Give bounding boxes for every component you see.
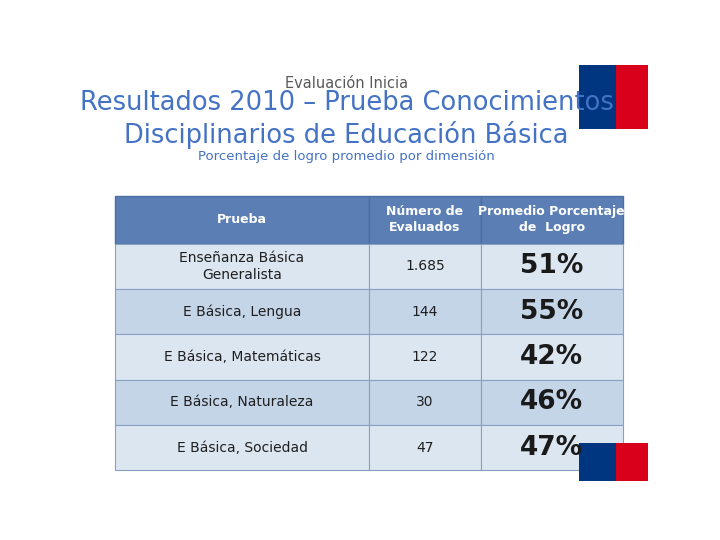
FancyBboxPatch shape — [369, 196, 481, 244]
Text: Evaluación Inicia: Evaluación Inicia — [285, 77, 408, 91]
Text: Resultados 2010 – Prueba Conocimientos
Disciplinarios de Educación Básica: Resultados 2010 – Prueba Conocimientos D… — [80, 90, 613, 149]
Text: 1.685: 1.685 — [405, 259, 445, 273]
Text: E Básica, Sociedad: E Básica, Sociedad — [176, 441, 307, 455]
FancyBboxPatch shape — [115, 334, 369, 380]
FancyBboxPatch shape — [481, 289, 623, 334]
FancyBboxPatch shape — [369, 289, 481, 334]
FancyBboxPatch shape — [481, 244, 623, 289]
Text: Número de
Evaluados: Número de Evaluados — [387, 205, 464, 234]
FancyBboxPatch shape — [115, 380, 369, 425]
FancyBboxPatch shape — [481, 380, 623, 425]
Text: Porcentaje de logro promedio por dimensión: Porcentaje de logro promedio por dimensi… — [198, 150, 495, 163]
FancyBboxPatch shape — [580, 65, 616, 129]
FancyBboxPatch shape — [369, 244, 481, 289]
FancyBboxPatch shape — [115, 244, 369, 289]
Text: 47%: 47% — [521, 435, 583, 461]
FancyBboxPatch shape — [115, 289, 369, 334]
Text: 144: 144 — [412, 305, 438, 319]
FancyBboxPatch shape — [580, 443, 616, 481]
Text: Prueba: Prueba — [217, 213, 267, 226]
FancyBboxPatch shape — [115, 196, 369, 244]
Text: 46%: 46% — [521, 389, 583, 415]
FancyBboxPatch shape — [369, 425, 481, 470]
Text: E Básica, Matemáticas: E Básica, Matemáticas — [163, 350, 320, 364]
Text: 51%: 51% — [520, 253, 583, 279]
Text: Promedio Porcentaje
de  Logro: Promedio Porcentaje de Logro — [479, 205, 625, 234]
Text: E Básica, Naturaleza: E Básica, Naturaleza — [171, 395, 314, 409]
FancyBboxPatch shape — [481, 196, 623, 244]
FancyBboxPatch shape — [616, 443, 652, 481]
Text: Enseñanza Básica
Generalista: Enseñanza Básica Generalista — [179, 251, 305, 282]
Text: 47: 47 — [416, 441, 433, 455]
FancyBboxPatch shape — [481, 334, 623, 380]
Text: E Básica, Lengua: E Básica, Lengua — [183, 305, 301, 319]
Text: 42%: 42% — [521, 344, 583, 370]
FancyBboxPatch shape — [616, 65, 652, 129]
Text: 55%: 55% — [520, 299, 583, 325]
Text: 30: 30 — [416, 395, 433, 409]
FancyBboxPatch shape — [369, 380, 481, 425]
Text: 122: 122 — [412, 350, 438, 364]
FancyBboxPatch shape — [481, 425, 623, 470]
FancyBboxPatch shape — [369, 334, 481, 380]
FancyBboxPatch shape — [115, 425, 369, 470]
